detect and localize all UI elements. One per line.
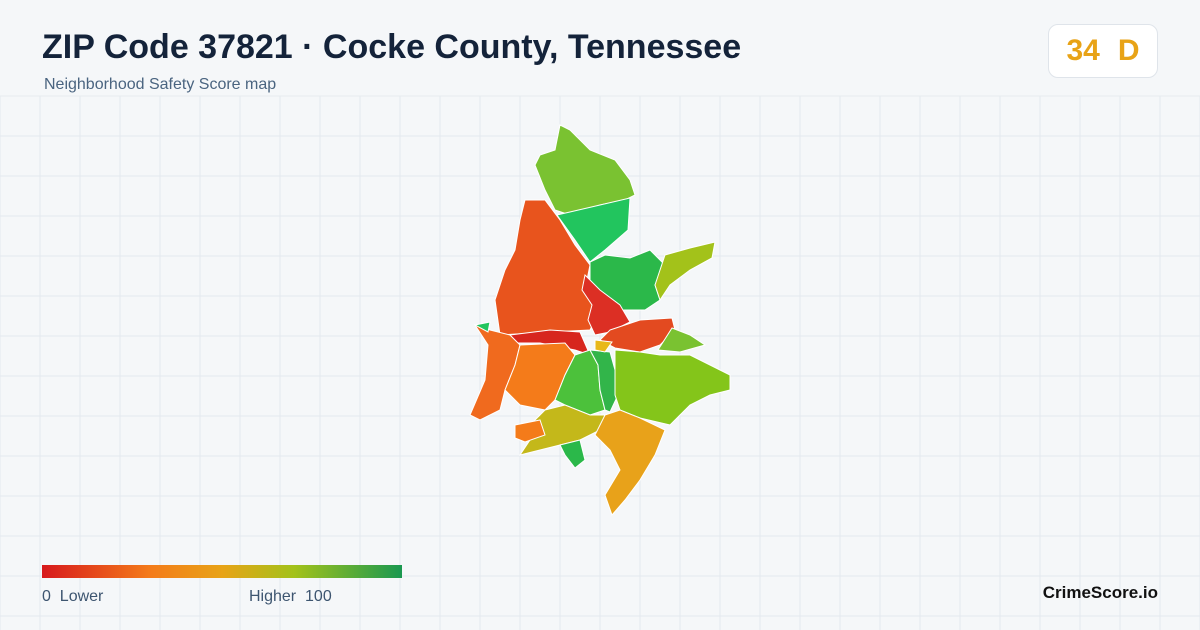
legend-gradient (42, 565, 402, 578)
region (654, 241, 716, 302)
brand: CrimeScore.io (1042, 583, 1158, 602)
region (473, 321, 491, 333)
region (594, 409, 666, 516)
score-value: 34 (1066, 34, 1100, 67)
score-badge: 34 D (1048, 24, 1158, 78)
title: ZIP Code 37821 · Cocke County, Tennessee (42, 28, 742, 66)
legend-min-label: Lower (59, 588, 104, 605)
region (556, 197, 631, 263)
neighborhoods (469, 124, 731, 516)
region (514, 419, 546, 443)
region (559, 439, 586, 469)
legend-max-value: 100 (305, 588, 332, 605)
region (594, 339, 613, 353)
region (589, 349, 619, 413)
region (581, 273, 631, 336)
legend-min: 0 Lower (42, 588, 103, 606)
legend-max: Higher 100 (249, 588, 332, 606)
region (614, 349, 731, 426)
region (469, 324, 521, 421)
legend-min-value: 0 (42, 588, 51, 605)
region (494, 199, 601, 336)
legend-max-label: Higher (249, 588, 297, 605)
score-grade: D (1117, 34, 1140, 67)
region (657, 327, 707, 353)
subtitle: Neighborhood Safety Score map (44, 76, 277, 93)
